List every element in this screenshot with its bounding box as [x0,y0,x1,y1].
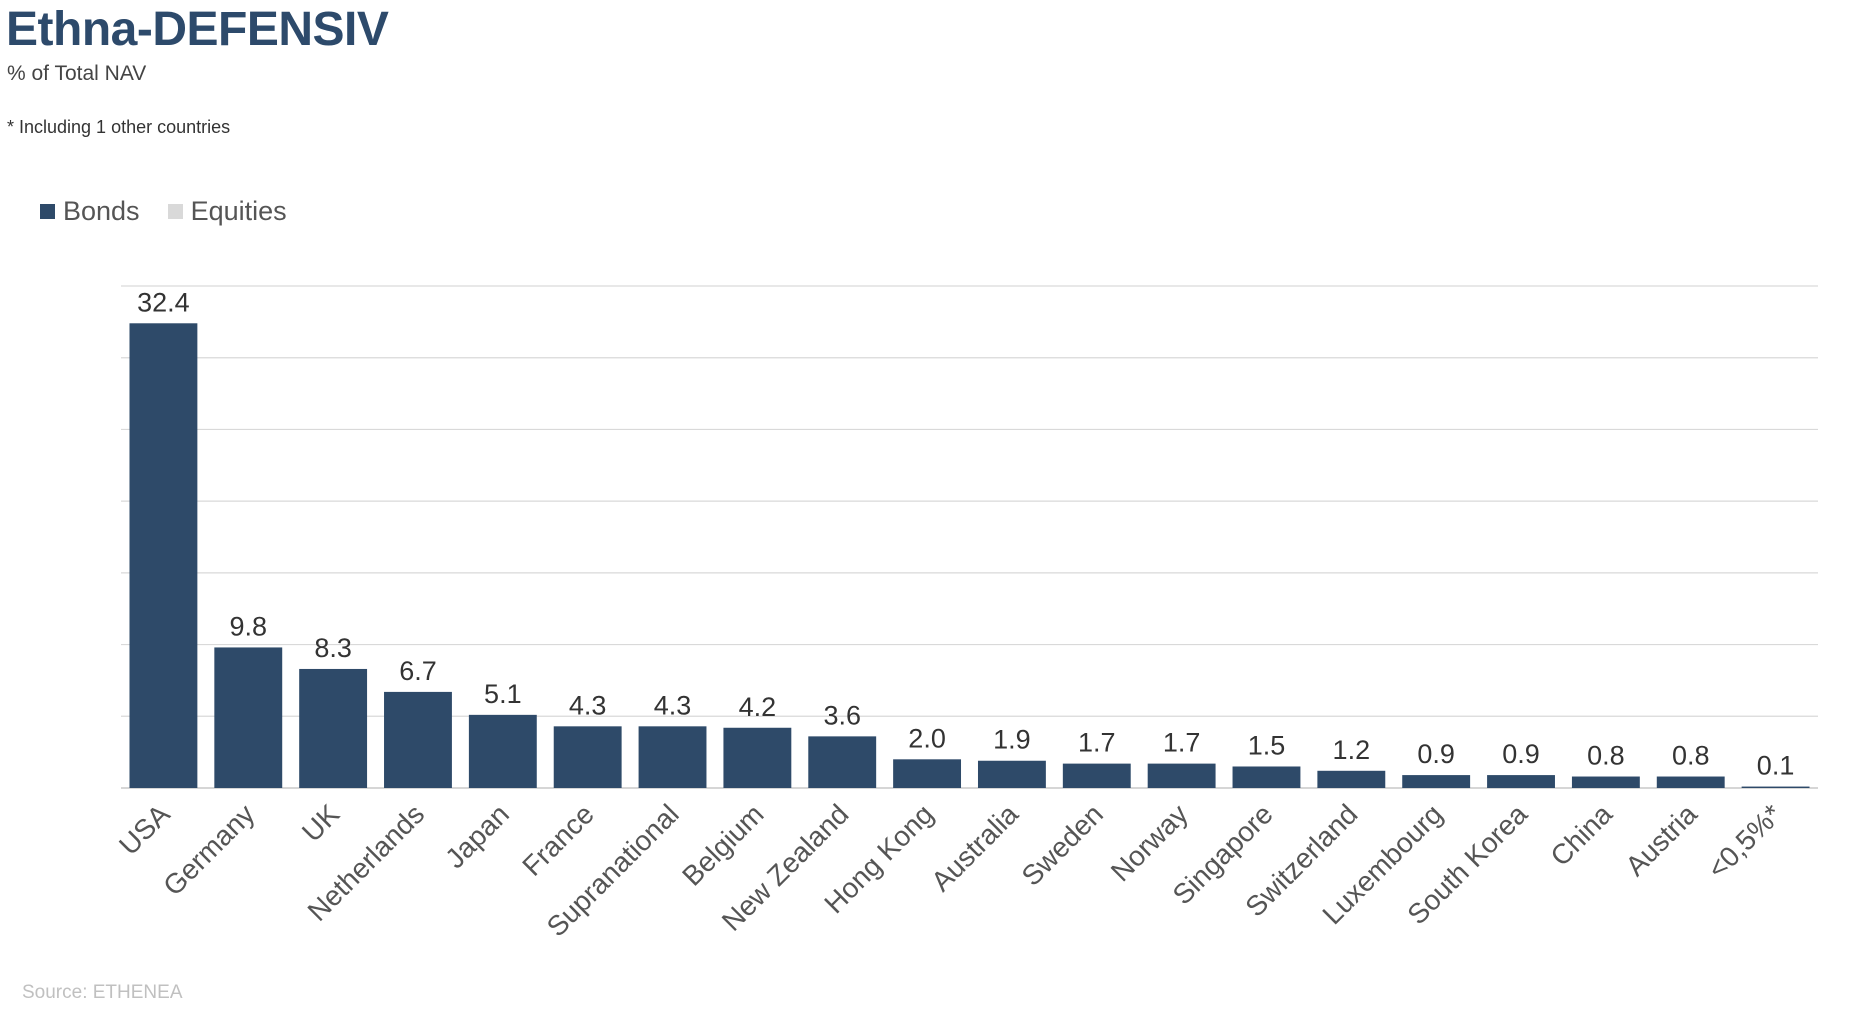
chart-subtitle: % of Total NAV [7,62,147,85]
bar [384,691,452,788]
bar [468,714,537,788]
legend-swatch-equities [167,204,183,219]
data-label: 2.0 [908,723,946,753]
bar [1571,776,1640,788]
bar [638,726,707,788]
bar [1147,763,1216,788]
data-label: 4.2 [739,692,777,722]
legend-swatch-bonds [40,204,55,219]
data-label: 0.8 [1672,741,1710,771]
data-label: 32.4 [137,287,190,317]
legend-label-bonds: Bonds [63,196,140,226]
data-label: 1.7 [1078,728,1116,758]
legend: Bonds Equities [40,196,315,227]
chart-title: Ethna-DEFENSIV [6,3,389,56]
bar [1656,776,1725,788]
legend-item-equities[interactable]: Equities [167,196,287,227]
x-tick-label: Germany [157,798,260,901]
x-tick-label: <0,5%* [1701,798,1787,884]
x-tick-label: China [1544,798,1618,872]
data-label: 8.3 [314,633,352,663]
bar [1402,775,1471,788]
legend-item-bonds[interactable]: Bonds [40,196,140,227]
bar [1062,763,1131,788]
bar [553,726,622,788]
bar [808,736,877,788]
data-label: 1.2 [1333,735,1371,765]
data-label: 1.9 [993,725,1031,755]
x-tick-label: Australia [925,798,1024,897]
data-label: 5.1 [484,679,522,709]
data-label: 0.9 [1417,739,1455,769]
x-tick-label: Sweden [1016,798,1109,891]
x-tick-label: USA [113,798,176,861]
bar [214,647,283,788]
x-tick-label: Japan [439,798,515,874]
data-label: 1.5 [1248,730,1286,760]
bar [723,727,792,788]
x-tick-label: Austria [1619,798,1703,882]
data-label: 9.8 [230,611,268,641]
data-label: 0.9 [1502,739,1540,769]
chart-footnote: * Including 1 other countries [7,117,231,137]
data-label: 1.7 [1163,728,1201,758]
bar [893,759,962,788]
bar [1317,770,1386,788]
x-tick-label: UK [296,798,346,848]
legend-label-equities: Equities [190,196,287,226]
bar [299,668,368,788]
source-note: Source: ETHENEA [22,982,183,1003]
data-label: 4.3 [569,690,607,720]
data-label: 3.6 [823,700,861,730]
bar [1741,786,1810,788]
data-label: 6.7 [399,656,437,686]
bar [1487,775,1555,788]
data-label: 0.8 [1587,741,1625,771]
bar [1232,766,1301,788]
x-tick-label: France [516,798,600,882]
bar [977,760,1046,788]
data-label: 0.1 [1757,751,1795,781]
bar [129,323,198,788]
data-label: 4.3 [654,690,692,720]
